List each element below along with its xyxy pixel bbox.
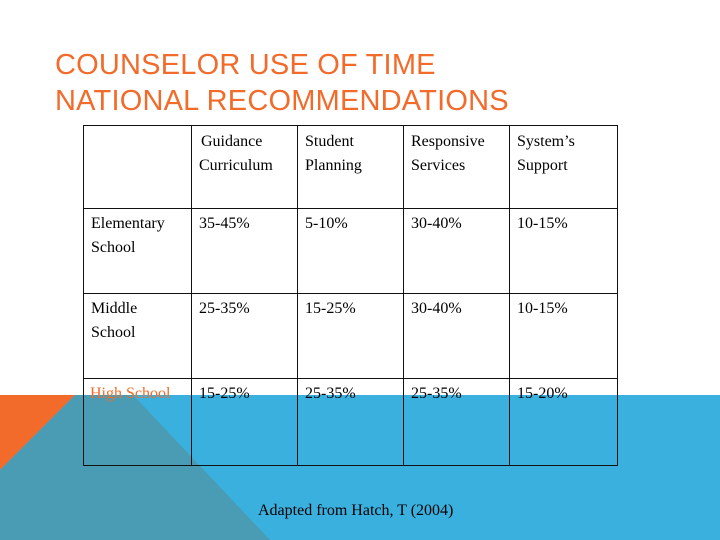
cell-middle-student: 15-25% <box>297 293 404 379</box>
cell-value: 35-45% <box>199 215 250 232</box>
header-student-line-2: Planning <box>305 157 362 174</box>
row-label-elementary-line-1: Elementary <box>91 215 165 232</box>
slide-title-line-2: NATIONAL RECOMMENDATIONS <box>55 85 509 117</box>
header-cell-guidance-curriculum: Guidance Curriculum <box>191 125 298 209</box>
header-responsive-line-1: Responsive <box>411 133 485 150</box>
header-systems-line-2: Support <box>517 157 568 174</box>
cell-value: 15-25% <box>199 385 250 402</box>
cell-middle-guidance: 25-35% <box>191 293 298 379</box>
row-label-high-school-line-1: High School <box>90 385 171 402</box>
row-label-elementary: Elementary School <box>83 208 192 294</box>
teal-triangle-shape <box>0 395 270 540</box>
cell-high-guidance: 15-25% <box>191 378 298 466</box>
cell-value: 15-25% <box>305 300 356 317</box>
cell-value: 30-40% <box>411 300 462 317</box>
cell-value: 25-35% <box>199 300 250 317</box>
time-recommendations-table: Guidance Curriculum Student Planning Res… <box>83 125 618 466</box>
slide-title-line-1: COUNSELOR USE OF TIME <box>55 49 436 81</box>
header-cell-empty <box>83 125 192 209</box>
cell-elementary-guidance: 35-45% <box>191 208 298 294</box>
cell-value: 5-10% <box>305 215 348 232</box>
cell-elementary-systems: 10-15% <box>509 208 618 294</box>
table-row-elementary: Elementary School 35-45% 5-10% 30-40% 10… <box>83 208 618 294</box>
cell-value: 30-40% <box>411 215 462 232</box>
row-label-middle-line-1: Middle <box>91 300 138 317</box>
cell-value: 15-20% <box>517 385 568 402</box>
cell-elementary-student: 5-10% <box>297 208 404 294</box>
table-row-middle: Middle School 25-35% 15-25% 30-40% 10-15… <box>83 293 618 379</box>
header-cell-responsive-services: Responsive Services <box>403 125 510 209</box>
header-systems-line-1: System’s <box>517 133 575 150</box>
cell-high-systems: 15-20% <box>509 378 618 466</box>
cell-high-student: 25-35% <box>297 378 404 466</box>
row-label-middle: Middle School <box>83 293 192 379</box>
cell-value: 10-15% <box>517 215 568 232</box>
cell-high-responsive: 25-35% <box>403 378 510 466</box>
header-responsive-line-2: Services <box>411 157 466 174</box>
cell-middle-systems: 10-15% <box>509 293 618 379</box>
slide-title: COUNSELOR USE OF TIME NATIONAL RECOMMEND… <box>55 47 509 119</box>
cell-value: 10-15% <box>517 300 568 317</box>
row-label-middle-line-2: School <box>91 324 136 341</box>
header-guidance-line-1: Guidance <box>201 133 263 150</box>
row-label-elementary-line-2: School <box>91 239 136 256</box>
header-student-line-1: Student <box>305 133 354 150</box>
cell-elementary-responsive: 30-40% <box>403 208 510 294</box>
table-row-high-school: High School 15-25% 25-35% 25-35% 15-20% <box>83 378 618 466</box>
cell-value: 25-35% <box>411 385 462 402</box>
cell-value: 25-35% <box>305 385 356 402</box>
header-cell-student-planning: Student Planning <box>297 125 404 209</box>
header-cell-systems-support: System’s Support <box>509 125 618 209</box>
row-label-high-school: High School <box>83 378 192 466</box>
source-citation: Adapted from Hatch, T (2004) <box>258 502 454 519</box>
cell-middle-responsive: 30-40% <box>403 293 510 379</box>
table-header-row: Guidance Curriculum Student Planning Res… <box>83 125 618 209</box>
header-guidance-line-2: Curriculum <box>199 157 273 174</box>
